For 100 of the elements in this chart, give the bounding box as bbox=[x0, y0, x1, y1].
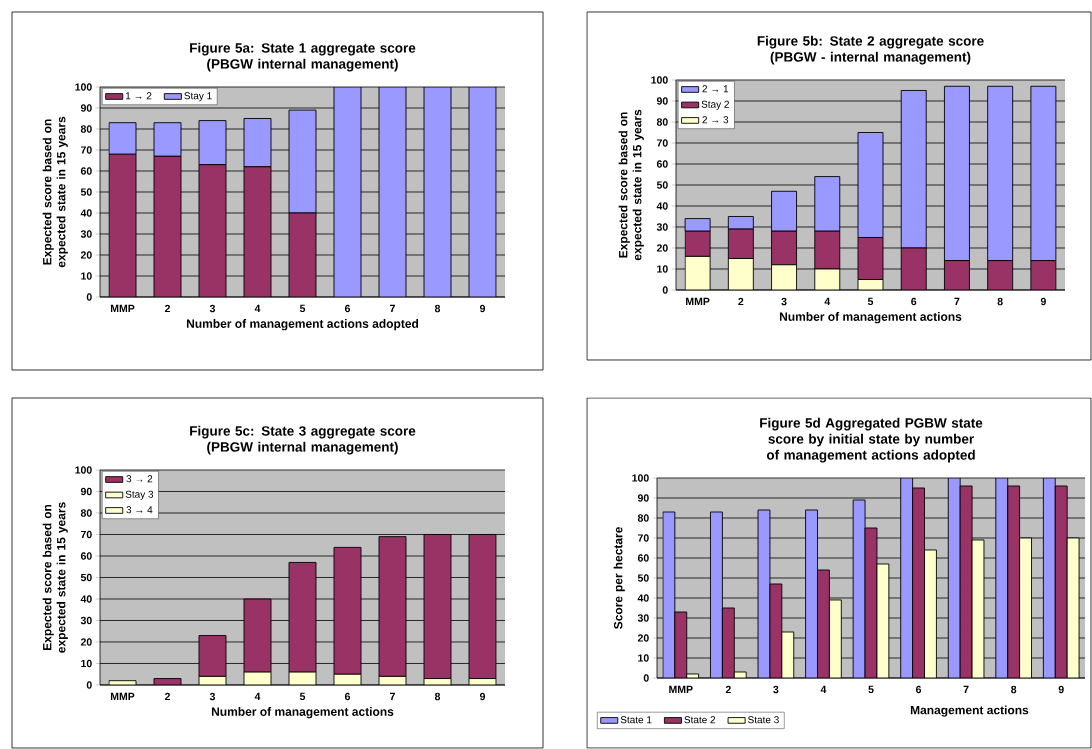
x-tick-label: 3 bbox=[773, 685, 779, 694]
x-tick-label: 9 bbox=[479, 304, 486, 313]
y-tick-label: 70 bbox=[637, 534, 649, 542]
x-tick-label: 6 bbox=[916, 685, 922, 694]
y-tick-label: 10 bbox=[657, 265, 668, 273]
y-tick-label: 50 bbox=[637, 574, 649, 582]
y-tick-label: 20 bbox=[80, 638, 92, 646]
x-axis-title: Management actions bbox=[910, 705, 1029, 717]
x-tick-label: 8 bbox=[1011, 685, 1017, 694]
x-tick-label: 8 bbox=[434, 304, 441, 313]
x-tick-label: MMP bbox=[669, 685, 693, 694]
y-tick-label: 10 bbox=[81, 659, 92, 668]
x-tick-label: 8 bbox=[434, 692, 441, 701]
y-tick-label: 0 bbox=[86, 681, 92, 689]
y-tick-label: 40 bbox=[656, 202, 668, 210]
y-tick-label: 60 bbox=[637, 554, 649, 562]
y-tick-label: 80 bbox=[637, 514, 649, 522]
chart-subtitle: (PBGW - internal management) bbox=[770, 51, 971, 65]
x-tick-label: 3 bbox=[209, 692, 216, 701]
y-tick-label: 0 bbox=[643, 674, 649, 682]
x-tick-label: 4 bbox=[820, 685, 827, 694]
legend-label: State 1 bbox=[620, 716, 652, 724]
y-tick-label: 40 bbox=[80, 595, 92, 603]
y-tick-label: 70 bbox=[656, 139, 668, 147]
x-tick-label: MMP bbox=[110, 304, 135, 313]
x-tick-label: 2 bbox=[738, 297, 744, 306]
y-tick-label: 50 bbox=[656, 181, 668, 189]
y-tick-label: 60 bbox=[80, 167, 92, 175]
y-tick-label: 100 bbox=[75, 466, 92, 474]
chart-subtitle: (PBGW internal management) bbox=[207, 58, 398, 72]
legend-label: 2 → 1 bbox=[702, 85, 729, 93]
y-tick-label: 80 bbox=[80, 125, 92, 133]
y-tick-label: 100 bbox=[651, 76, 668, 84]
legend-label: Stay 1 bbox=[184, 92, 212, 102]
x-tick-label: 9 bbox=[1040, 297, 1046, 306]
x-tick-label: 3 bbox=[209, 304, 216, 313]
chart-title: Figure 5d Aggregated PGBW state score by initial state by number of management actions adopted bbox=[760, 417, 983, 463]
y-tick-label: 40 bbox=[80, 209, 92, 217]
y-tick-label: 60 bbox=[656, 160, 668, 168]
y-tick-label: 90 bbox=[80, 104, 92, 112]
x-tick-label: 6 bbox=[344, 692, 351, 701]
y-axis-title: Score per hectare bbox=[613, 527, 625, 629]
y-tick-label: 10 bbox=[638, 654, 649, 662]
x-axis-title: Number of management actions bbox=[211, 707, 394, 719]
x-tick-label: MMP bbox=[110, 692, 135, 701]
y-tick-label: 100 bbox=[632, 474, 649, 482]
y-tick-label: 80 bbox=[656, 118, 668, 126]
y-tick-label: 70 bbox=[80, 530, 92, 539]
y-tick-label: 70 bbox=[80, 146, 92, 154]
x-tick-label: 7 bbox=[390, 692, 395, 701]
x-tick-label: 7 bbox=[954, 297, 960, 306]
x-tick-label: 8 bbox=[997, 297, 1003, 306]
x-tick-label: 2 bbox=[164, 304, 170, 313]
x-axis-title: Number of management actions adopted bbox=[186, 319, 419, 331]
x-tick-label: 2 bbox=[164, 692, 170, 701]
legend-label: Stay 3 bbox=[125, 490, 154, 500]
x-tick-label: 5 bbox=[299, 304, 306, 313]
y-tick-label: 20 bbox=[80, 251, 92, 259]
y-tick-label: 10 bbox=[81, 272, 92, 280]
y-tick-label: 90 bbox=[80, 487, 92, 496]
legend-label: 3 → 2 bbox=[126, 475, 153, 483]
y-tick-label: 90 bbox=[637, 494, 649, 502]
legend-label: Stay 2 bbox=[701, 100, 729, 110]
chart-title: Figure 5b: State 2 aggregate score bbox=[757, 35, 984, 49]
x-axis-title: Number of management actions bbox=[779, 312, 962, 324]
x-tick-label: 4 bbox=[254, 692, 261, 701]
y-tick-label: 30 bbox=[637, 614, 649, 622]
y-tick-label: 0 bbox=[662, 286, 668, 294]
y-axis-title: Expected score based on expected state in 15 years bbox=[42, 116, 68, 268]
y-tick-label: 60 bbox=[80, 552, 92, 560]
x-tick-label: 5 bbox=[868, 685, 874, 694]
y-tick-label: 40 bbox=[637, 594, 649, 602]
x-tick-label: 2 bbox=[725, 685, 731, 694]
x-tick-label: 7 bbox=[390, 304, 395, 313]
y-axis-title: Expected score based on expected state in 15 years bbox=[618, 109, 644, 261]
legend-label: 2 → 3 bbox=[702, 116, 729, 124]
y-tick-label: 100 bbox=[75, 83, 92, 91]
x-tick-label: 9 bbox=[479, 692, 486, 701]
x-tick-label: 5 bbox=[299, 692, 306, 701]
x-tick-label: 9 bbox=[1058, 685, 1064, 694]
y-tick-label: 30 bbox=[656, 223, 668, 231]
chart-title: Figure 5a: State 1 aggregate score bbox=[190, 42, 416, 56]
y-tick-label: 90 bbox=[656, 97, 668, 105]
x-tick-label: 6 bbox=[911, 297, 917, 306]
x-tick-label: 5 bbox=[867, 297, 874, 306]
x-tick-label: 6 bbox=[344, 304, 351, 313]
y-tick-label: 30 bbox=[80, 616, 92, 625]
x-tick-label: 4 bbox=[824, 297, 831, 306]
x-tick-label: 7 bbox=[963, 685, 969, 694]
x-tick-label: MMP bbox=[686, 297, 710, 306]
y-tick-label: 30 bbox=[80, 230, 92, 238]
y-tick-label: 20 bbox=[656, 244, 668, 252]
chart-title: Figure 5c: State 3 aggregate score bbox=[190, 425, 416, 439]
y-axis-title: Expected score based on expected state in 15 years bbox=[42, 502, 68, 653]
y-tick-label: 80 bbox=[80, 509, 92, 517]
y-tick-label: 50 bbox=[80, 188, 92, 196]
y-tick-label: 0 bbox=[86, 293, 92, 301]
y-tick-label: 20 bbox=[637, 634, 649, 642]
legend-label: 3 → 4 bbox=[126, 506, 153, 514]
legend-label: State 2 bbox=[684, 716, 716, 724]
